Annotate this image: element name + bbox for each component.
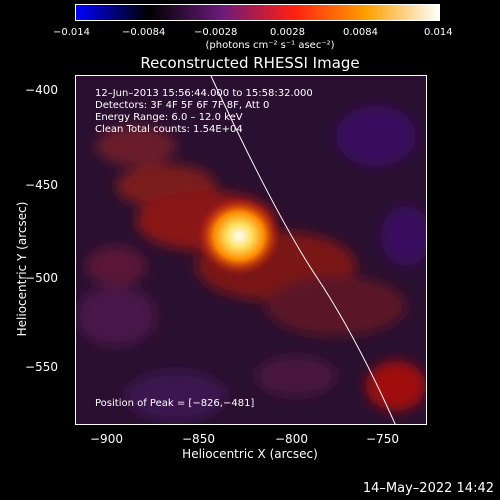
y-tick: −400 (25, 83, 58, 97)
info-line: Detectors: 3F 4F 5F 6F 7F 8F, Att 0 (95, 100, 270, 111)
colorbar-tick: −0.0028 (194, 27, 238, 38)
colorbar-tick: 0.014 (424, 27, 453, 38)
timestamp: 14–May–2022 14:42 (362, 481, 494, 496)
info-line: Clean Total counts: 1.54E+04 (95, 124, 243, 135)
y-tick: −500 (25, 271, 58, 285)
image-plot (75, 75, 427, 425)
x-tick: −750 (366, 432, 399, 446)
x-tick: −850 (182, 432, 215, 446)
x-axis-label: Heliocentric X (arcsec) (182, 447, 318, 461)
solar-limb (210, 76, 396, 424)
y-tick: −450 (25, 178, 58, 192)
info-line: Energy Range: 6.0 – 12.0 keV (95, 112, 243, 123)
colorbar-tick: 0.0028 (270, 27, 305, 38)
colorbar (75, 4, 440, 21)
x-tick: −900 (90, 432, 123, 446)
flare-source (197, 196, 281, 276)
x-tick: −800 (275, 432, 308, 446)
plot-title: Reconstructed RHESSI Image (140, 54, 360, 72)
y-tick: −550 (25, 360, 58, 374)
rhessi-image (76, 76, 426, 424)
colorbar-units: (photons cm⁻² s⁻¹ asec⁻²) (205, 40, 335, 51)
peak-position: Position of Peak = [−826,−481] (95, 398, 255, 409)
colorbar-tick: −0.0084 (122, 27, 166, 38)
y-axis-label: Heliocentric Y (arcsec) (15, 201, 29, 337)
info-line: 12–Jun–2013 15:56:44.000 to 15:58:32.000 (95, 88, 313, 99)
colorbar-tick: 0.0084 (343, 27, 378, 38)
colorbar-tick: −0.014 (53, 27, 91, 38)
